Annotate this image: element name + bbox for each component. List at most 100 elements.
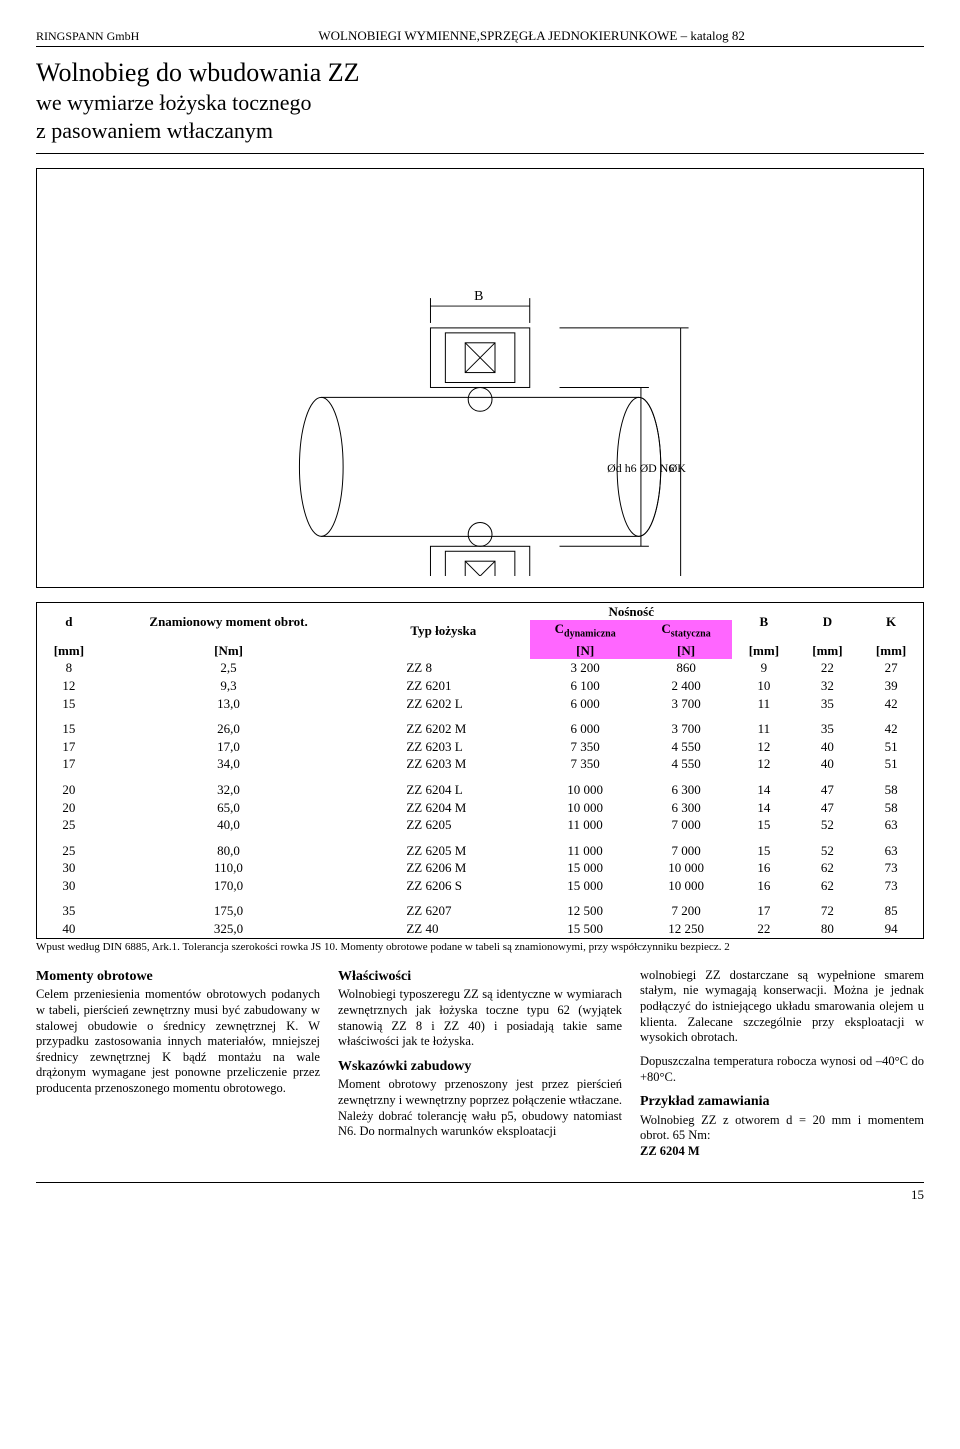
table-cell: 15 bbox=[732, 842, 796, 860]
table-cell: 15 000 bbox=[530, 877, 640, 895]
table-cell: 12 250 bbox=[640, 920, 732, 938]
table-cell: 85 bbox=[859, 902, 923, 920]
table-cell: 20 bbox=[37, 781, 101, 799]
table-cell: 2 400 bbox=[640, 677, 732, 695]
table-cell: 47 bbox=[796, 799, 860, 817]
table-cell: ZZ 6204 M bbox=[356, 799, 530, 817]
title-line-2: we wymiarze łożyska tocznego bbox=[36, 90, 924, 116]
table-cell: 27 bbox=[859, 659, 923, 677]
table-cell: 15 bbox=[37, 695, 101, 713]
table-cell: 22 bbox=[732, 920, 796, 938]
table-cell: 32 bbox=[796, 677, 860, 695]
table-cell: 175,0 bbox=[101, 902, 357, 920]
table-cell: 3 700 bbox=[640, 695, 732, 713]
table-cell: ZZ 6202 L bbox=[356, 695, 530, 713]
table-cell: 11 000 bbox=[530, 842, 640, 860]
table-cell: 110,0 bbox=[101, 859, 357, 877]
table-cell: 3 700 bbox=[640, 720, 732, 738]
table-cell: 63 bbox=[859, 842, 923, 860]
table-cell: 47 bbox=[796, 781, 860, 799]
table-cell: 40 bbox=[796, 738, 860, 756]
table-cell: 10 000 bbox=[530, 799, 640, 817]
schematic-drawing: B ØK Ød h6 ØD N6 bbox=[36, 168, 924, 588]
col3-para1: wolnobiegi ZZ dostarczane są wypełnione … bbox=[640, 968, 924, 1046]
title-line-1: Wolnobieg do wbudowania ZZ bbox=[36, 57, 924, 88]
table-cell: 11 000 bbox=[530, 816, 640, 834]
table-cell: 80,0 bbox=[101, 842, 357, 860]
table-cell: 22 bbox=[796, 659, 860, 677]
svg-text:Ød h6 ØD N6: Ød h6 ØD N6 bbox=[607, 461, 674, 475]
col3-heading: Przykład zamawiania bbox=[640, 1093, 924, 1111]
spec-table: d Znamionowy moment obrot. Typ łożyska N… bbox=[36, 602, 924, 939]
table-cell: 15 500 bbox=[530, 920, 640, 938]
table-cell: 17,0 bbox=[101, 738, 357, 756]
table-cell: 15 bbox=[732, 816, 796, 834]
th-Nm: [Nm] bbox=[101, 642, 357, 660]
table-cell: 325,0 bbox=[101, 920, 357, 938]
table-cell: ZZ 6202 M bbox=[356, 720, 530, 738]
table-cell: 6 000 bbox=[530, 720, 640, 738]
table-cell: 52 bbox=[796, 842, 860, 860]
table-cell: 65,0 bbox=[101, 799, 357, 817]
svg-text:B: B bbox=[474, 289, 483, 304]
table-cell: 11 bbox=[732, 695, 796, 713]
table-cell: 6 300 bbox=[640, 781, 732, 799]
table-cell: 12 bbox=[732, 755, 796, 773]
th-cstat: Cstatyczna bbox=[640, 620, 732, 642]
table-cell: 35 bbox=[796, 695, 860, 713]
table-cell: 4 550 bbox=[640, 755, 732, 773]
table-cell: 20 bbox=[37, 799, 101, 817]
table-cell: 7 000 bbox=[640, 816, 732, 834]
header-left: RINGSPANN GmbH bbox=[36, 29, 139, 43]
table-cell: 80 bbox=[796, 920, 860, 938]
table-cell: 10 000 bbox=[640, 877, 732, 895]
th-K: K bbox=[859, 602, 923, 642]
table-cell: 17 bbox=[37, 738, 101, 756]
table-cell: 9 bbox=[732, 659, 796, 677]
table-cell: ZZ 6205 M bbox=[356, 842, 530, 860]
table-cell: 9,3 bbox=[101, 677, 357, 695]
table-cell: 7 350 bbox=[530, 738, 640, 756]
th-mm3: [mm] bbox=[796, 642, 860, 660]
table-cell: 63 bbox=[859, 816, 923, 834]
table-cell: 42 bbox=[859, 720, 923, 738]
table-cell: 51 bbox=[859, 755, 923, 773]
table-cell: 10 000 bbox=[640, 859, 732, 877]
table-cell: 40 bbox=[37, 920, 101, 938]
table-cell: 35 bbox=[37, 902, 101, 920]
table-cell: 13,0 bbox=[101, 695, 357, 713]
th-cdyn: Cdynamiczna bbox=[530, 620, 640, 642]
table-cell: 62 bbox=[796, 877, 860, 895]
col2-heading1: Właściwości bbox=[338, 968, 622, 986]
table-cell: 39 bbox=[859, 677, 923, 695]
th-B: B bbox=[732, 602, 796, 642]
table-cell: 94 bbox=[859, 920, 923, 938]
table-cell: 15 000 bbox=[530, 859, 640, 877]
table-cell: ZZ 6201 bbox=[356, 677, 530, 695]
table-cell: 51 bbox=[859, 738, 923, 756]
text-col-2: Właściwości Wolnobiegi typoszeregu ZZ są… bbox=[338, 968, 622, 1168]
table-cell: 16 bbox=[732, 859, 796, 877]
table-cell: 25 bbox=[37, 816, 101, 834]
th-typ: Typ łożyska bbox=[356, 602, 530, 659]
th-mm2: [mm] bbox=[732, 642, 796, 660]
table-cell: 17 bbox=[37, 755, 101, 773]
table-cell: 58 bbox=[859, 781, 923, 799]
table-cell: 14 bbox=[732, 781, 796, 799]
col3-para2: Dopuszczalna temperatura robocza wynosi … bbox=[640, 1054, 924, 1085]
th-N1: [N] bbox=[530, 642, 640, 660]
table-cell: 72 bbox=[796, 902, 860, 920]
th-nos: Nośność bbox=[530, 602, 732, 620]
page-header: RINGSPANN GmbH WOLNOBIEGI WYMIENNE,SPRZĘ… bbox=[36, 28, 924, 47]
table-cell: 4 550 bbox=[640, 738, 732, 756]
col3-order-code: ZZ 6204 M bbox=[640, 1144, 700, 1158]
col2-para1: Wolnobiegi typoszeregu ZZ są identyczne … bbox=[338, 987, 622, 1050]
title-block: Wolnobieg do wbudowania ZZ we wymiarze ł… bbox=[36, 57, 924, 154]
table-cell: 73 bbox=[859, 859, 923, 877]
bearing-schematic-icon: B ØK Ød h6 ØD N6 bbox=[222, 179, 738, 576]
table-cell: ZZ 6204 L bbox=[356, 781, 530, 799]
th-D: D bbox=[796, 602, 860, 642]
header-center: WOLNOBIEGI WYMIENNE,SPRZĘGŁA JEDNOKIERUN… bbox=[139, 28, 924, 44]
col1-heading: Momenty obrotowe bbox=[36, 968, 320, 986]
th-mm1: [mm] bbox=[37, 642, 101, 660]
